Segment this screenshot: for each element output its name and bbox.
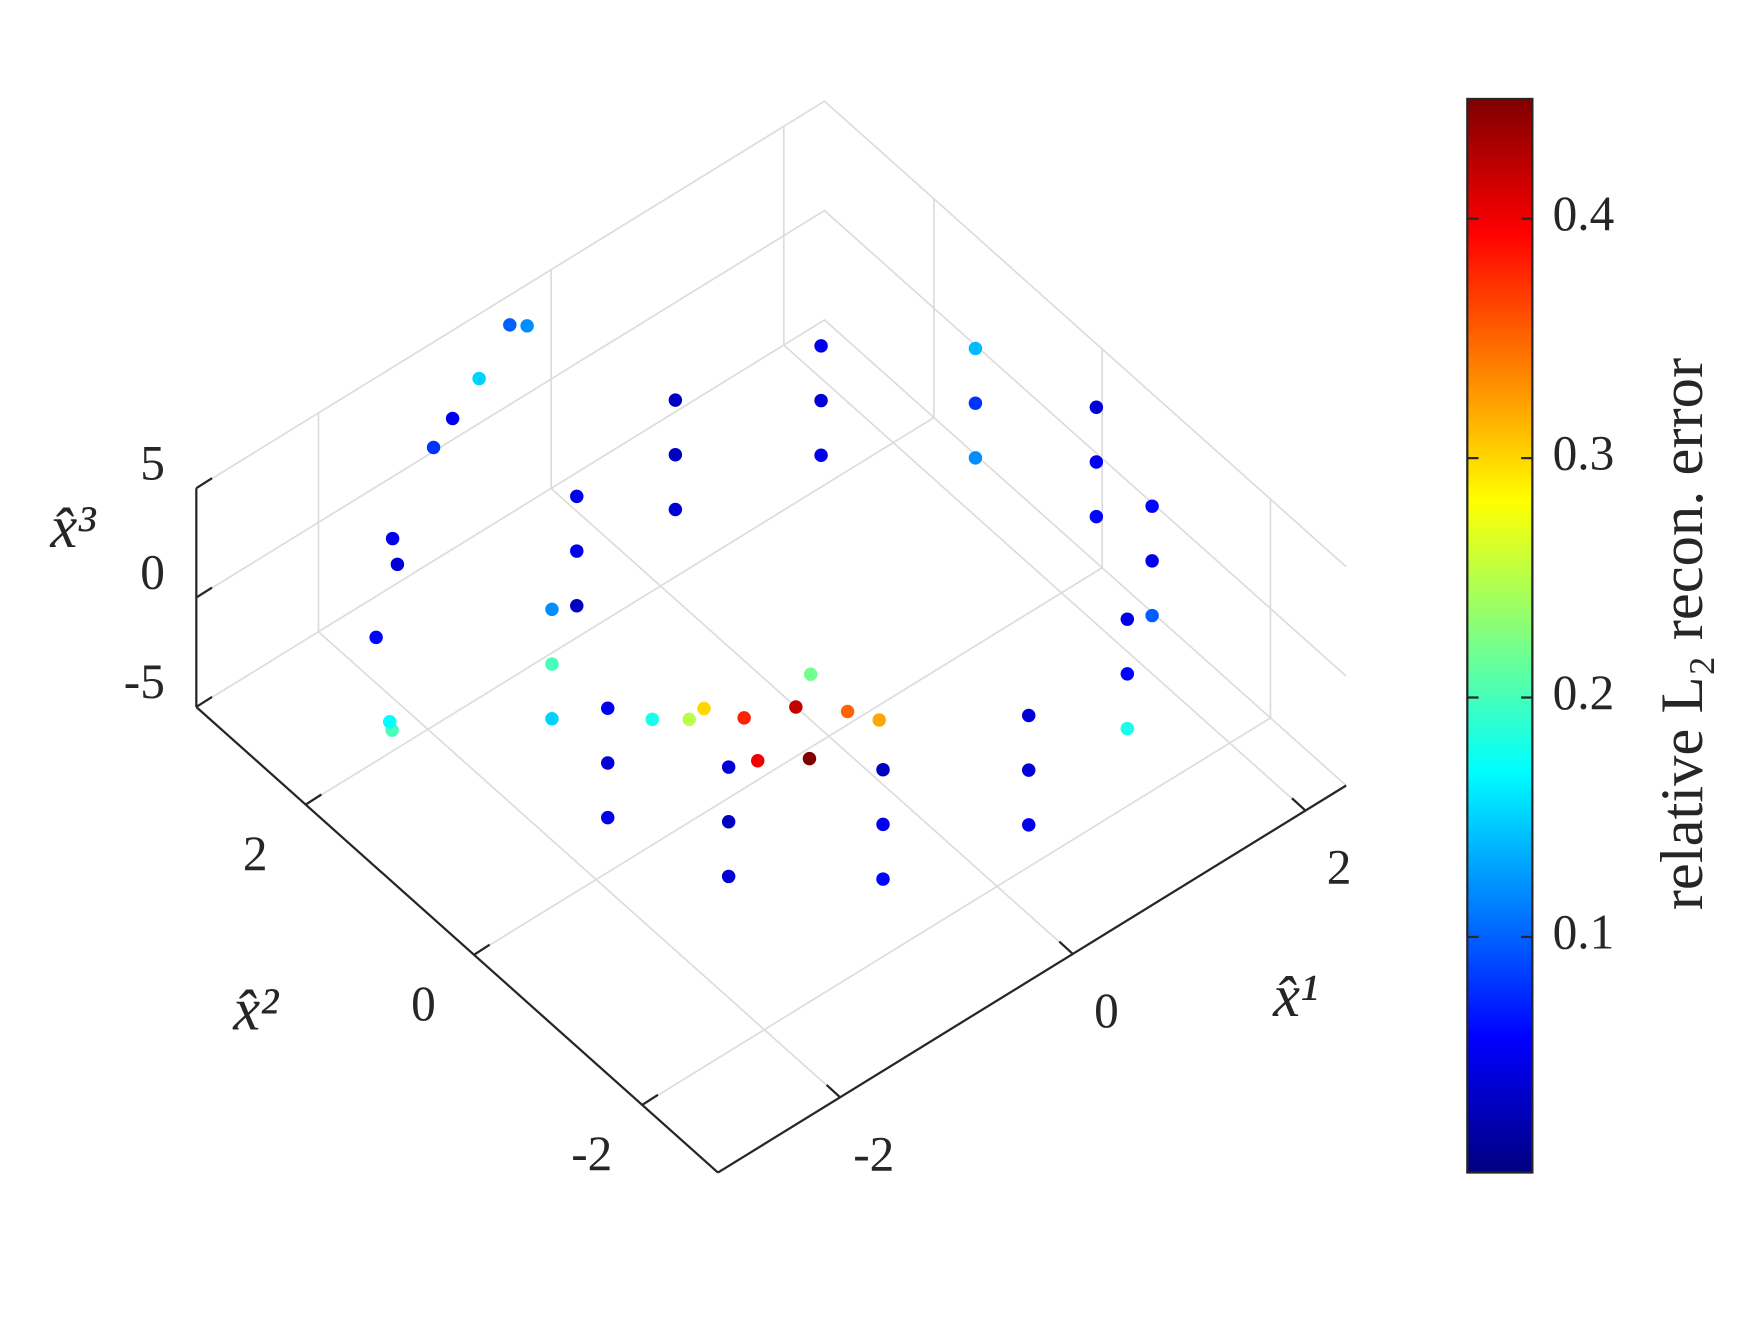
z-tick-label: -5	[124, 654, 165, 709]
grid-line	[782, 126, 1306, 812]
point	[814, 393, 828, 408]
point	[545, 712, 559, 726]
x-tick-label: -2	[853, 1126, 894, 1181]
y-tick-label: 0	[411, 976, 436, 1031]
point	[802, 751, 817, 766]
point	[876, 872, 890, 886]
colorbar-label: relative L₂ recon. error	[1649, 358, 1716, 910]
point	[697, 701, 711, 716]
point	[872, 713, 886, 727]
grid-line	[195, 209, 1347, 677]
point	[503, 318, 517, 332]
point	[1145, 554, 1159, 568]
y-tick	[305, 793, 323, 806]
z-axis-label: x̂³	[49, 494, 96, 561]
point	[545, 657, 559, 671]
point	[876, 762, 890, 777]
point	[737, 711, 751, 725]
points	[369, 318, 1159, 886]
z-tick	[195, 586, 213, 599]
point	[814, 339, 828, 353]
grid-line	[195, 100, 1347, 568]
x-axis-label: x̂¹	[1272, 963, 1318, 1030]
z-tick	[195, 477, 213, 490]
point	[601, 810, 615, 825]
point	[570, 489, 584, 504]
point	[545, 602, 559, 617]
point	[814, 448, 828, 462]
point	[369, 630, 383, 645]
point	[382, 715, 397, 729]
grid-line	[195, 318, 1347, 787]
point	[645, 712, 660, 727]
point	[1089, 400, 1104, 415]
point	[601, 756, 615, 770]
point	[968, 341, 983, 356]
colorbar-scale	[1466, 97, 1534, 1174]
colorbar-tick-label: 0.1	[1553, 904, 1615, 959]
point	[968, 396, 983, 410]
x-tick	[1291, 797, 1307, 812]
point	[1089, 509, 1104, 524]
point	[1145, 499, 1159, 513]
point	[1021, 763, 1036, 777]
point	[668, 448, 683, 462]
y-axis-label: x̂²	[232, 976, 279, 1043]
colorbar-tick-label: 0.3	[1553, 425, 1615, 480]
axis-line	[717, 784, 1347, 1174]
point	[840, 704, 855, 719]
y-tick-label: -2	[571, 1126, 612, 1181]
point	[789, 700, 803, 714]
point	[721, 869, 736, 884]
point	[520, 319, 534, 333]
point	[876, 817, 890, 832]
point	[1021, 818, 1036, 832]
point	[968, 451, 983, 465]
z-tick-label: 0	[140, 545, 165, 600]
grid-line	[641, 499, 1272, 1106]
point	[601, 701, 615, 716]
x-tick-label: 0	[1094, 983, 1119, 1038]
y-tick	[473, 943, 491, 956]
z-tick	[195, 695, 213, 708]
point	[390, 557, 405, 572]
point	[751, 753, 765, 768]
point	[1145, 608, 1159, 623]
point	[570, 544, 584, 558]
point	[385, 531, 400, 546]
axis-line	[195, 706, 719, 1174]
point	[426, 440, 441, 455]
point	[1120, 721, 1135, 736]
colorbar: 0.1 0.2 0.3 0.4	[1466, 97, 1615, 1174]
axes: -2 0 2 -2 0 2 -5 0 5	[124, 435, 1352, 1181]
grid-line	[473, 349, 1104, 956]
colorbar-tick-label: 0.4	[1553, 186, 1615, 241]
x-tick-label: 2	[1327, 840, 1352, 895]
point	[472, 371, 486, 386]
point	[570, 599, 584, 613]
colorbar-tick-label: 0.2	[1553, 665, 1615, 720]
y-tick-label: 2	[243, 826, 268, 881]
point	[1021, 708, 1036, 723]
x-tick	[825, 1084, 841, 1099]
grid-line	[317, 412, 841, 1098]
point	[721, 760, 736, 774]
point	[668, 502, 683, 517]
x-tick	[1058, 940, 1074, 955]
point	[1120, 667, 1135, 681]
point	[803, 667, 818, 681]
grid-line	[550, 269, 1074, 955]
point	[721, 815, 736, 829]
z-tick-label: 5	[140, 435, 165, 490]
grid	[195, 100, 1347, 1106]
point	[668, 393, 683, 407]
point	[1120, 612, 1135, 626]
point	[682, 712, 696, 727]
y-tick	[641, 1093, 659, 1106]
point	[1089, 455, 1104, 469]
grid-line	[305, 198, 935, 806]
point	[445, 411, 460, 426]
